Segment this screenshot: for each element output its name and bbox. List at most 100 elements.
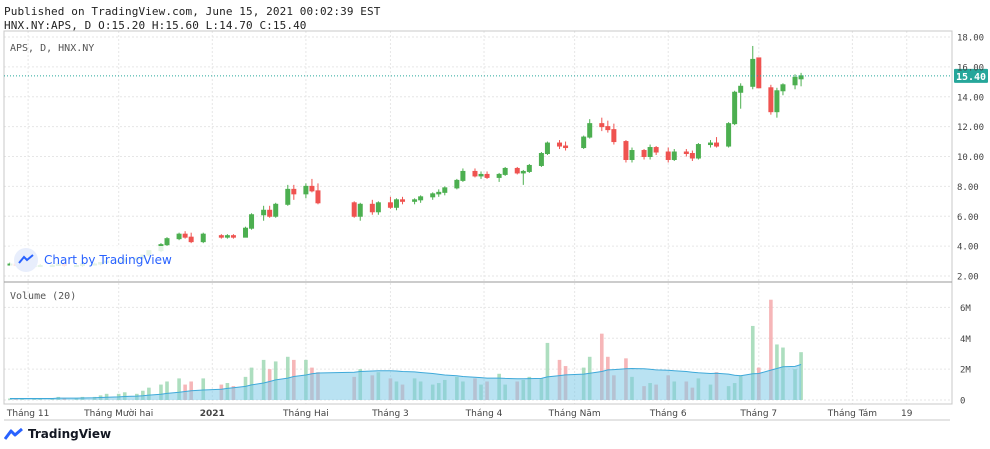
candle-body bbox=[267, 209, 273, 217]
candle-body bbox=[309, 185, 315, 192]
candle-body bbox=[683, 151, 689, 155]
volume-bar bbox=[545, 342, 550, 400]
time-tick-label: Tháng 3 bbox=[371, 409, 409, 419]
candle-body bbox=[164, 238, 170, 246]
candle-body bbox=[303, 185, 309, 195]
volume-ma-area bbox=[10, 364, 802, 400]
volume-bar bbox=[769, 299, 773, 400]
time-tick-label: Tháng 7 bbox=[739, 409, 777, 419]
volume-tick-label: 2M bbox=[960, 366, 971, 376]
candle-body bbox=[792, 76, 798, 86]
candle-body bbox=[629, 150, 635, 160]
price-tick-label: 16.00 bbox=[957, 63, 984, 73]
tradingview-logo-icon bbox=[4, 427, 23, 440]
candle-body bbox=[544, 142, 550, 155]
volume-bar bbox=[261, 359, 266, 400]
plot-border bbox=[3, 30, 953, 405]
last-price-badge bbox=[954, 68, 988, 83]
candle-body bbox=[400, 199, 406, 202]
candle-body bbox=[623, 141, 629, 160]
candle-body bbox=[563, 145, 569, 149]
watermark-text: Chart by TradingView bbox=[44, 253, 172, 267]
price-tick-label: 4.00 bbox=[957, 243, 979, 253]
candle-body bbox=[369, 203, 375, 213]
candle-body bbox=[514, 167, 520, 174]
candle-body bbox=[393, 199, 399, 208]
time-tick-label: Tháng 11 bbox=[6, 409, 49, 419]
last-price-label: 15.40 bbox=[956, 72, 986, 83]
candle-body bbox=[496, 173, 502, 178]
candle-body bbox=[218, 235, 224, 238]
volume-bar bbox=[165, 381, 169, 400]
chart-frame bbox=[3, 30, 953, 421]
candle-body bbox=[188, 236, 194, 243]
candle-body bbox=[472, 170, 478, 177]
candle-body bbox=[182, 233, 188, 238]
main-legend: APS, D, HNX.NY bbox=[10, 43, 94, 54]
time-tick-label: Tháng 4 bbox=[465, 409, 503, 419]
time-tick-label: Tháng Mười hai bbox=[83, 408, 153, 419]
time-tick-label: Tháng Năm bbox=[548, 409, 601, 419]
candle-body bbox=[200, 233, 206, 243]
candle-body bbox=[647, 147, 653, 158]
price-tick-label: 18.00 bbox=[957, 34, 984, 44]
published-info: Published on TradingView.com, June 15, 2… bbox=[4, 5, 381, 18]
volume-bar bbox=[599, 333, 604, 400]
candle-body bbox=[387, 202, 393, 208]
candle-body bbox=[478, 173, 484, 177]
candle-body bbox=[502, 167, 508, 175]
price-tick-label: 8.00 bbox=[957, 183, 979, 193]
footer-brand[interactable]: TradingView bbox=[4, 427, 111, 441]
volume-ma-fill bbox=[10, 364, 802, 400]
candle-body bbox=[484, 173, 490, 178]
candle-body bbox=[689, 153, 695, 159]
time-tick-label: Tháng 6 bbox=[649, 409, 687, 419]
candle-body bbox=[671, 151, 677, 160]
time-tick-label: 19 bbox=[901, 409, 913, 419]
candle-body bbox=[665, 151, 671, 160]
price-tick-label: 12.00 bbox=[957, 123, 984, 133]
volume-bar bbox=[177, 378, 181, 400]
candle-body bbox=[714, 142, 720, 147]
candle-body bbox=[418, 196, 424, 201]
candle-body bbox=[315, 190, 321, 204]
candle-body bbox=[738, 85, 744, 93]
candle-body bbox=[605, 126, 611, 131]
candle-body bbox=[375, 202, 381, 213]
candle-body bbox=[357, 203, 363, 217]
candle-body bbox=[243, 227, 249, 238]
candle-body bbox=[780, 84, 786, 92]
tradingview-cloud-icon bbox=[14, 248, 38, 272]
candle-body bbox=[520, 170, 526, 174]
candle-body bbox=[695, 144, 701, 159]
candle-body bbox=[412, 199, 418, 202]
candle-body bbox=[599, 123, 605, 128]
price-tick-label: 2.00 bbox=[957, 273, 979, 283]
candle-body bbox=[581, 136, 587, 149]
candle-body bbox=[653, 147, 659, 153]
candle-body bbox=[526, 164, 532, 172]
candle-body bbox=[641, 150, 647, 157]
tradingview-watermark[interactable]: Chart by TradingView bbox=[10, 246, 176, 274]
candle-body bbox=[707, 142, 713, 146]
grid-lines bbox=[4, 31, 952, 404]
candle-body bbox=[611, 129, 617, 143]
candle-body bbox=[726, 123, 732, 147]
volume-legend: Volume (20) bbox=[10, 291, 76, 302]
price-tick-label: 10.00 bbox=[957, 153, 984, 163]
candle-body bbox=[273, 203, 279, 217]
candle-body bbox=[538, 153, 544, 166]
time-tick-label: Tháng Hai bbox=[282, 409, 329, 419]
price-axis[interactable]: 15.40 2.00 4.00 6.00 8.00 10.00 12.00 14.00 16.0… bbox=[954, 34, 988, 283]
time-tick-label: 2021 bbox=[200, 409, 225, 419]
time-axis[interactable]: Tháng 11 Tháng Mười hai 2021 Tháng Hai Tháng… bbox=[6, 408, 913, 419]
ohlc-info: HNX.NY:APS, D O:15.20 H:15.60 L:14.70 C:… bbox=[4, 19, 307, 32]
candle-body bbox=[557, 142, 563, 147]
candle-body bbox=[176, 233, 182, 240]
candle-body bbox=[454, 179, 460, 189]
volume-axis[interactable]: 0 2M 4M 6M bbox=[960, 304, 971, 407]
candle-body bbox=[436, 191, 442, 195]
candle-body bbox=[460, 170, 466, 181]
candle-body bbox=[768, 87, 774, 113]
